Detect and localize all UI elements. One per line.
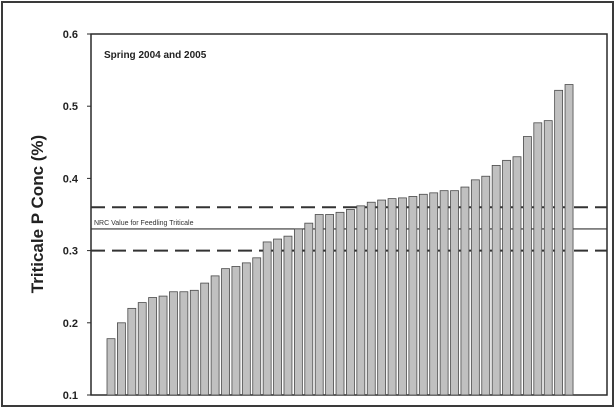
bar (346, 209, 355, 396)
bar (408, 196, 418, 396)
bar (179, 291, 189, 396)
y-axis: 0.1 0.2 0.3 0.4 0.5 0.6 (63, 29, 91, 402)
bar (398, 197, 407, 396)
y-tick-label: 0.1 (63, 390, 78, 402)
bar (418, 193, 428, 396)
bar (127, 307, 137, 396)
bar (512, 156, 522, 396)
y-tick-label: 0.2 (63, 318, 78, 330)
y-tick-label: 0.3 (63, 246, 78, 258)
bar (148, 297, 158, 396)
bar (262, 241, 272, 396)
bar (377, 199, 387, 396)
bar (429, 192, 439, 396)
bar (231, 266, 241, 396)
bar (304, 222, 314, 396)
bar (502, 159, 511, 396)
bar (221, 268, 230, 396)
bar (356, 205, 366, 396)
bar (137, 302, 147, 396)
bar (325, 214, 335, 396)
bar (460, 186, 470, 396)
bar (158, 295, 168, 396)
y-axis-label: Triticale P Conc (%) (28, 135, 47, 293)
bar (335, 211, 345, 396)
bar (293, 228, 303, 396)
bar (169, 291, 178, 396)
bar (252, 257, 262, 396)
bar (200, 282, 210, 396)
bar (106, 338, 116, 396)
bar (366, 201, 376, 396)
bar (554, 89, 564, 396)
bar (533, 122, 543, 396)
reference-line-label: NRC Value for Feedling Triticale (94, 220, 194, 227)
y-tick-label: 0.6 (63, 29, 78, 41)
bar (314, 214, 324, 396)
bars-group (106, 84, 574, 396)
bar (543, 120, 553, 396)
bar (491, 164, 501, 396)
bar (564, 84, 574, 396)
y-tick-label: 0.4 (63, 173, 79, 185)
bar (189, 289, 199, 396)
bar (470, 179, 480, 396)
bar (481, 175, 491, 396)
bar (273, 238, 282, 396)
bar (450, 190, 459, 396)
chart-title: Spring 2004 and 2005 (104, 50, 207, 61)
y-tick-label: 0.5 (63, 101, 78, 113)
bar (210, 275, 220, 396)
bar (387, 198, 397, 396)
bar (283, 235, 293, 396)
bar (523, 136, 532, 396)
bar (241, 262, 251, 396)
bar (439, 190, 449, 396)
bar (117, 322, 126, 396)
